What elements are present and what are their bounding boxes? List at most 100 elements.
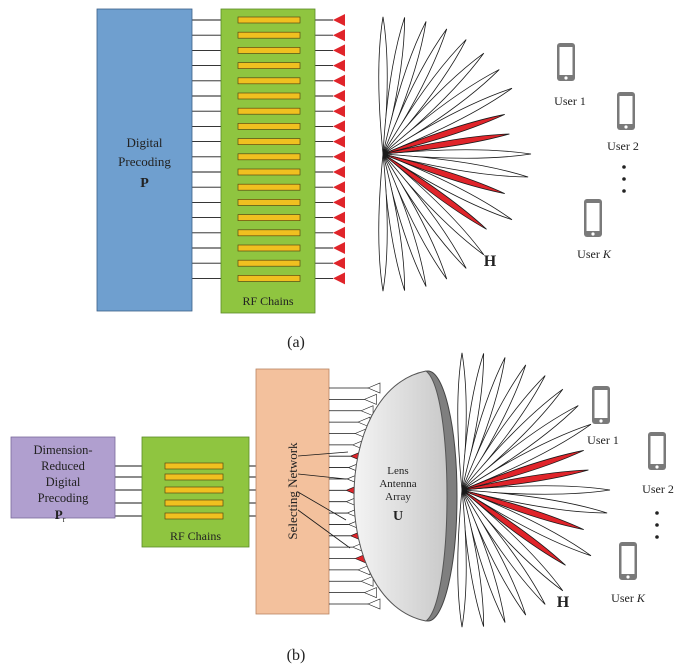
antenna-array bbox=[333, 14, 345, 285]
antenna-element bbox=[333, 135, 345, 148]
beam-lobe bbox=[382, 153, 467, 269]
beam-lobe bbox=[461, 489, 546, 605]
lens-feed-antenna bbox=[367, 382, 381, 394]
antenna-element bbox=[333, 196, 345, 209]
rf-chain-bar bbox=[164, 512, 224, 520]
antenna-element bbox=[333, 120, 345, 133]
beam-lobe-active bbox=[461, 469, 589, 491]
antenna-element bbox=[333, 211, 345, 224]
reduced-precoding-label-3: Digital bbox=[46, 475, 81, 489]
beam-lobe bbox=[457, 489, 467, 628]
panel-a-caption: (a) bbox=[287, 334, 305, 351]
rf-chains-block bbox=[220, 8, 316, 314]
beam-lobe bbox=[461, 405, 579, 491]
beam-lobe-active bbox=[461, 489, 566, 566]
reduced-precoding-label-1: Dimension- bbox=[33, 443, 92, 457]
user-2-label: User 2 bbox=[607, 139, 639, 153]
beam-lobe bbox=[382, 149, 532, 159]
antenna-element bbox=[333, 242, 345, 254]
rf-chain-bar bbox=[237, 244, 301, 252]
beam-lobe bbox=[382, 28, 448, 155]
lens-feed-antenna bbox=[367, 598, 381, 610]
user-1-label: User 1 bbox=[554, 94, 586, 108]
beam-lobe bbox=[461, 489, 506, 623]
rf-chain-bar bbox=[237, 31, 301, 39]
panel-b-caption: (b) bbox=[287, 647, 306, 664]
rf-chain-bar bbox=[164, 462, 224, 470]
rf-chain-bar bbox=[237, 259, 301, 267]
beam-lobe bbox=[378, 16, 388, 155]
beam-lobe bbox=[461, 388, 564, 491]
rf-chain-bar bbox=[237, 199, 301, 206]
rf-chain-bar bbox=[237, 138, 301, 145]
digital-precoding-label-1: Digital bbox=[126, 135, 162, 150]
reduced-precoding-block bbox=[10, 436, 116, 519]
digital-precoding-block bbox=[96, 8, 193, 312]
beam-lobe bbox=[461, 485, 611, 495]
beam-lobe bbox=[382, 153, 529, 178]
active-route bbox=[297, 473, 347, 480]
reduced-precoding-symbol: Pr bbox=[55, 507, 66, 524]
user-k-label-b: User K bbox=[611, 591, 646, 605]
beam-lobe bbox=[461, 489, 592, 557]
rf-chain-bar bbox=[237, 107, 301, 115]
antenna-element bbox=[333, 44, 345, 57]
rf-chain-bar bbox=[237, 77, 301, 85]
user-k-phone-icon bbox=[584, 199, 602, 237]
rf-chains-label-b: RF Chains bbox=[170, 529, 221, 543]
rf-chain-bar bbox=[237, 153, 301, 161]
user-k-phone-icon-b bbox=[619, 542, 637, 580]
beam-pattern-b bbox=[457, 352, 611, 628]
beam-lobe bbox=[378, 153, 388, 292]
rf-chain-bar bbox=[237, 47, 301, 54]
rf-chain-bar bbox=[237, 229, 301, 237]
beam-lobe bbox=[382, 153, 448, 280]
beam-lobe-active bbox=[382, 114, 505, 155]
active-route bbox=[297, 491, 347, 521]
beam-lobe bbox=[461, 423, 592, 491]
antenna-element bbox=[333, 150, 345, 163]
beam-lobe-active bbox=[461, 450, 584, 491]
beam-lobe-active bbox=[461, 489, 584, 530]
beam-lobe-active bbox=[382, 153, 505, 194]
user-2-label-b: User 2 bbox=[642, 482, 674, 496]
rf-chain-bar bbox=[237, 275, 301, 282]
beam-lobe bbox=[457, 352, 467, 491]
antenna-element bbox=[333, 74, 345, 87]
lens-feed-antenna bbox=[363, 393, 377, 405]
beam-lobe bbox=[382, 69, 500, 155]
panel-a: Digital Precoding P RF Chains H User 1 U… bbox=[96, 8, 639, 351]
user-2-phone-icon bbox=[617, 92, 635, 130]
beam-lobe bbox=[382, 153, 427, 287]
rf-chain-bar bbox=[164, 499, 224, 507]
rf-chain-bar bbox=[237, 168, 301, 176]
beam-lobe bbox=[382, 21, 427, 155]
channel-label: H bbox=[484, 253, 497, 270]
beam-lobe-active bbox=[382, 153, 487, 230]
beam-lobe bbox=[461, 357, 506, 491]
beam-lobe bbox=[461, 364, 527, 491]
antenna-element bbox=[333, 226, 345, 239]
beam-lobe bbox=[382, 17, 406, 155]
lens-feed-antenna bbox=[360, 575, 374, 587]
lens-feed-antenna bbox=[363, 587, 377, 599]
antenna-element bbox=[333, 14, 345, 26]
rf-chain-bars bbox=[237, 16, 301, 282]
beam-lobe-active bbox=[382, 133, 510, 155]
lens-symbol: U bbox=[393, 509, 403, 524]
rf-chain-bar bbox=[237, 123, 301, 130]
active-route bbox=[297, 451, 349, 457]
selecting-network-label: Selecting Network bbox=[285, 442, 300, 540]
beam-lobe bbox=[461, 489, 564, 592]
antenna-element bbox=[333, 166, 345, 178]
digital-precoding-symbol: P bbox=[140, 176, 149, 191]
rf-chain-bar bbox=[237, 16, 301, 24]
beam-lobe bbox=[461, 375, 546, 491]
antenna-element bbox=[333, 105, 345, 118]
antenna-element bbox=[333, 181, 345, 194]
rf-chain-bar bbox=[237, 183, 301, 191]
user-1-label-b: User 1 bbox=[587, 433, 619, 447]
lens-antenna-array bbox=[353, 370, 458, 622]
beam-pattern bbox=[378, 16, 532, 292]
